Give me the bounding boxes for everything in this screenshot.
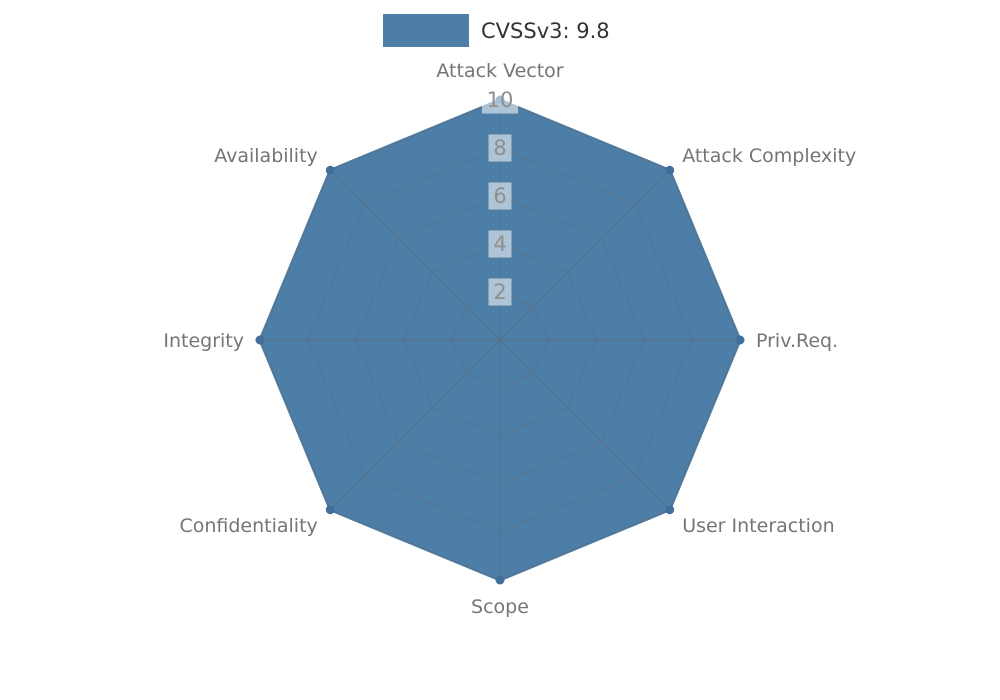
axis-label-user-interaction: User Interaction [682,515,834,537]
tick-label-bg [488,134,512,162]
grid-spoke [329,339,501,511]
tick-label-bg [482,86,518,114]
series-marker [735,335,745,345]
series-marker [495,575,505,585]
tick-label: 10 [487,88,514,112]
legend: CVSSv3: 9.8 [383,14,610,47]
axis-label-attack-complexity: Attack Complexity [682,145,856,167]
grid-ring [307,147,693,533]
tick-label-bg [488,182,512,210]
axis-label-integrity: Integrity [163,330,244,352]
axis-label-availability: Availability [214,145,318,167]
axis-label-attack-vector: Attack Vector [436,60,563,82]
tick-label: 8 [493,136,506,160]
tick-label: 4 [493,232,506,256]
series-marker [325,165,335,175]
grid-spoke [499,339,671,511]
tick-label-bg [488,230,512,258]
axis-label-priv-req-: Priv.Req. [756,330,838,352]
grid-spoke [329,169,501,341]
grid-ring [451,291,549,389]
axis-label-scope: Scope [471,596,529,618]
series-marker [255,335,265,345]
legend-label: CVSSv3: 9.8 [481,18,610,43]
legend-swatch [383,14,469,47]
series-marker [665,505,675,515]
series-marker [665,165,675,175]
tick-label-bg [488,278,512,306]
series-marker [325,505,335,515]
grid-spoke [499,169,671,341]
grid-ring [355,195,645,485]
tick-label: 6 [493,184,506,208]
axis-label-confidentiality: Confidentiality [179,515,317,537]
grid-ring [403,243,597,437]
tick-label: 2 [493,280,506,304]
